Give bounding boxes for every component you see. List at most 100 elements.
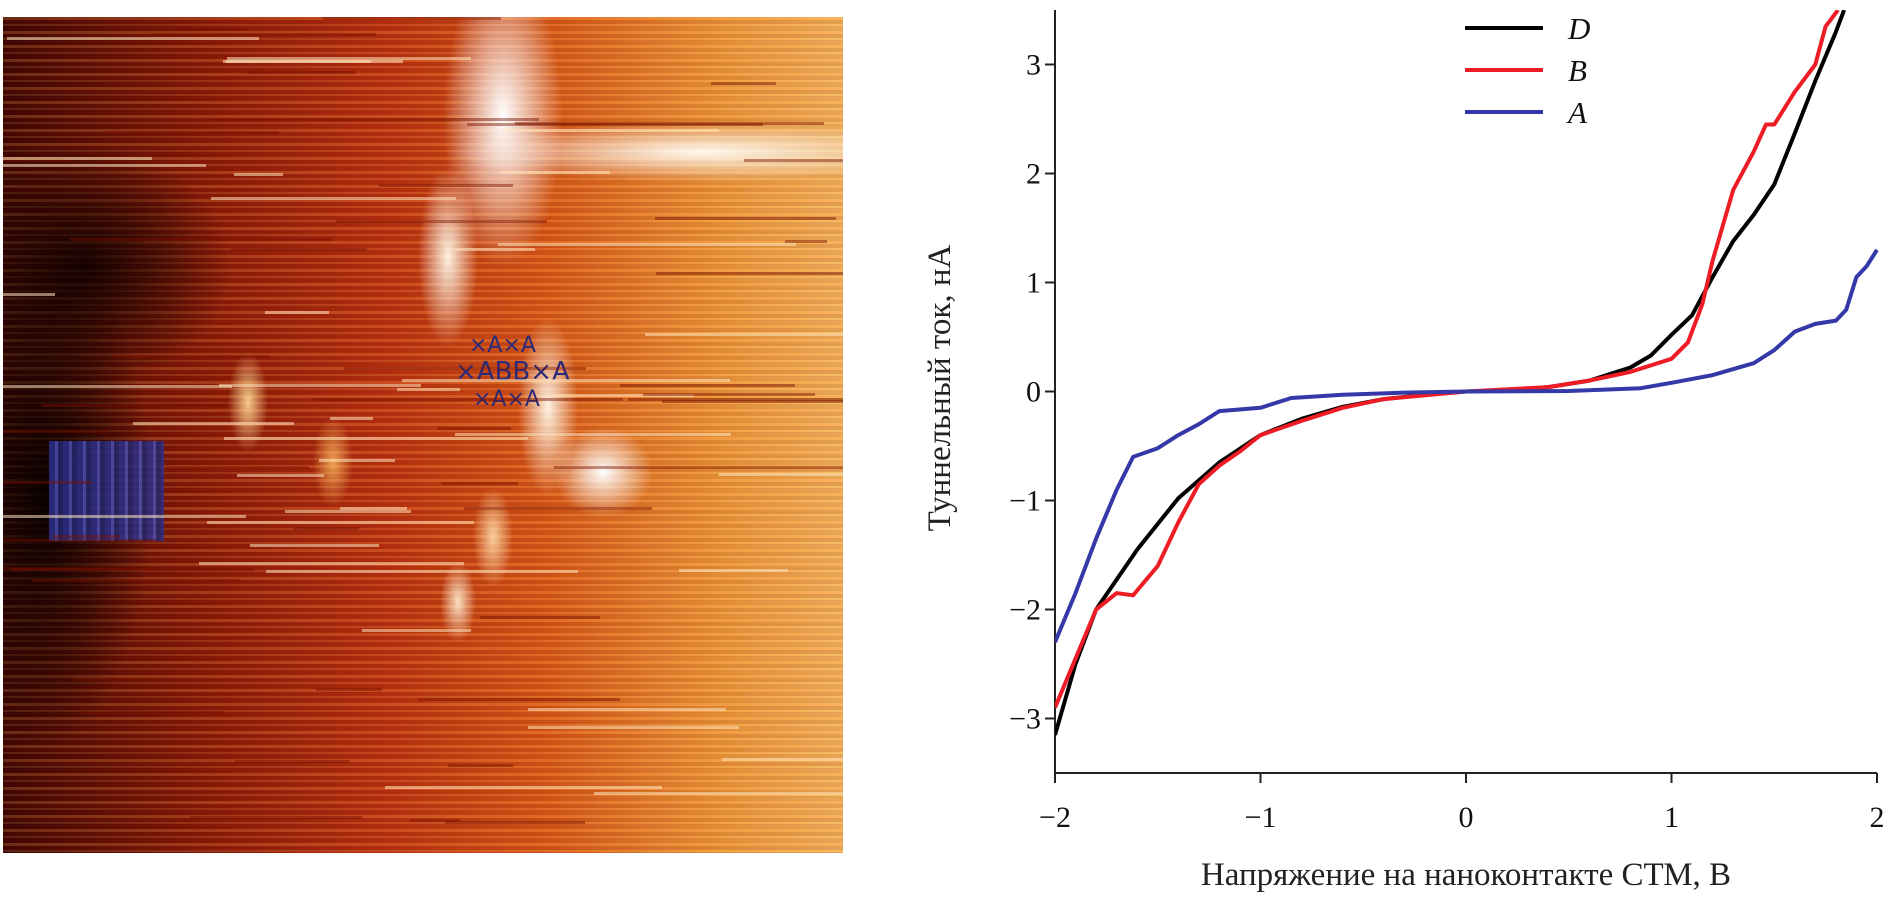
- x-tick-label: 2: [1870, 801, 1885, 834]
- scan-streak: [361, 629, 471, 633]
- scan-streak: [111, 355, 269, 359]
- scan-streak: [514, 121, 824, 125]
- scan-streak: [312, 398, 623, 402]
- scan-streak: [627, 398, 843, 402]
- scan-streak: [710, 81, 776, 85]
- scan-streak: [323, 17, 501, 21]
- x-tick-label: −2: [1039, 801, 1071, 834]
- scan-streak: [662, 400, 843, 404]
- scan-streak: [440, 482, 518, 486]
- x-tick-label: −1: [1245, 801, 1277, 834]
- scan-streak: [81, 711, 225, 715]
- scan-streak: [330, 416, 373, 420]
- scan-streak: [344, 367, 587, 371]
- scan-streak: [231, 247, 368, 251]
- scan-streak: [447, 764, 514, 768]
- scan-streak: [206, 521, 475, 525]
- legend: DBA: [1465, 11, 1590, 130]
- y-tick-label: 2: [1026, 158, 1041, 191]
- scan-streak: [552, 394, 695, 398]
- scan-streak: [53, 534, 120, 538]
- y-tick-label: −2: [1009, 594, 1041, 627]
- scan-streak: [6, 37, 259, 41]
- scan-streak: [384, 786, 662, 790]
- scan-streak: [266, 570, 578, 574]
- y-tick-label: −1: [1009, 485, 1041, 518]
- scan-streak: [3, 566, 163, 570]
- scan-streak: [3, 156, 152, 160]
- y-tick-label: 1: [1026, 267, 1041, 300]
- scan-streak: [10, 567, 254, 571]
- scan-streak: [528, 707, 727, 711]
- legend-label-B: B: [1568, 53, 1587, 88]
- scan-streak: [396, 387, 461, 391]
- scan-streak: [454, 248, 535, 252]
- scan-streak: [319, 458, 396, 462]
- scan-streak: [199, 562, 465, 566]
- scan-streak: [644, 332, 843, 336]
- series-line-B: [1055, 10, 1840, 709]
- image-marker-row1: ×A×A: [469, 333, 536, 358]
- scan-streak: [3, 429, 109, 433]
- scan-streak: [133, 422, 294, 426]
- scan-streak: [498, 243, 796, 246]
- scan-streak: [165, 465, 310, 469]
- scan-streak: [31, 578, 240, 582]
- scan-streak: [103, 130, 279, 134]
- scan-streak: [170, 28, 248, 32]
- scan-streak: [402, 378, 731, 382]
- scan-streak: [235, 759, 350, 763]
- scan-streak: [316, 687, 383, 691]
- scan-streak: [247, 70, 357, 74]
- scan-streak: [554, 466, 843, 470]
- scan-streak: [249, 544, 380, 548]
- scan-streak: [655, 216, 837, 220]
- scan-streak: [42, 403, 227, 407]
- scan-streak: [619, 383, 795, 387]
- scan-streak: [528, 726, 740, 730]
- y-tick-label: −3: [1009, 703, 1041, 736]
- scan-streak: [593, 791, 843, 795]
- scan-streak: [190, 815, 362, 819]
- scan-streak: [226, 59, 371, 63]
- scan-streak: [3, 538, 157, 542]
- scan-streak: [436, 426, 512, 430]
- scan-streak: [223, 436, 529, 440]
- scan-streak: [655, 272, 843, 276]
- scan-streak: [744, 159, 843, 163]
- scan-streak: [218, 384, 421, 388]
- scan-streak: [212, 117, 540, 121]
- scan-streak: [479, 616, 601, 620]
- scan-streak: [678, 569, 788, 573]
- scan-streak: [467, 123, 763, 127]
- scan-streak: [150, 33, 376, 37]
- scan-streak: [3, 514, 246, 518]
- scan-streak: [719, 472, 843, 476]
- y-tick-label: 3: [1026, 49, 1041, 82]
- scan-streak: [292, 527, 359, 531]
- series-lines: [1055, 10, 1879, 736]
- scan-streak: [70, 237, 334, 241]
- scan-streak: [73, 677, 163, 681]
- scan-streak: [455, 433, 732, 437]
- scan-streak: [3, 385, 233, 389]
- scan-streak: [3, 293, 56, 297]
- scan-streak: [285, 509, 411, 513]
- scan-streak: [500, 170, 611, 174]
- y-axis-title: Туннельный ток, нА: [922, 244, 958, 531]
- scan-streak: [336, 219, 547, 223]
- scan-streak: [210, 196, 457, 200]
- scan-streak: [265, 311, 329, 315]
- y-tick-label: 0: [1026, 376, 1041, 409]
- scan-streak: [227, 56, 472, 60]
- scan-streak: [444, 820, 585, 824]
- axes: −2 −1 0 1 2 −3 −2 −1 0 1 2 3: [1009, 10, 1885, 834]
- scan-streak: [502, 129, 720, 133]
- scan-streak: [233, 172, 283, 176]
- x-tick-label: 0: [1459, 801, 1474, 834]
- scan-streak: [409, 819, 461, 823]
- scan-streak: [721, 758, 843, 762]
- image-marker-row3: ×A×A: [473, 387, 540, 412]
- series-line-A: [1055, 248, 1879, 643]
